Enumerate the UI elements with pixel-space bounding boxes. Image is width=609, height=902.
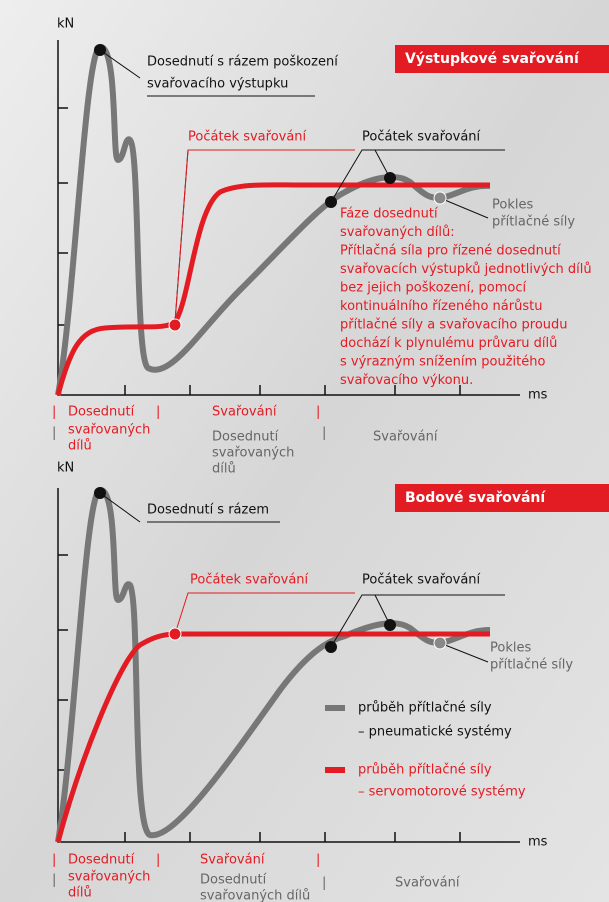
phase: svařovaných [212,446,294,461]
dot [168,318,182,332]
label: Počátek svařování [362,573,481,588]
description-line: Přítlačná síla pro řízené dosednutí [340,244,561,259]
label: přítlačné síly [490,658,573,673]
dot [384,619,396,631]
label: Pokles [492,198,533,213]
banner-text: Bodové svařování [405,490,546,506]
sep: | [322,426,326,441]
leaders [99,492,505,663]
sep: | [52,873,56,888]
legend-text: – servomotorové systémy [358,785,526,800]
sep: | [316,405,320,420]
dot [433,191,447,205]
phase: Dosednutí [68,405,135,420]
description-line: svařovacích výstupků jednotlivých dílů [340,262,592,277]
phase: svařovaných [68,423,150,438]
description-line: přítlačné síly a svařovacího proudu [340,318,568,333]
legend-text: – pneumatické systémy [358,725,512,740]
phase: Dosednutí [200,873,267,888]
legend-text: průběh přítlačné síly [358,763,492,778]
phase: Svařování [373,430,438,445]
phase: Dosednutí [212,430,279,445]
phase: svařovaných [68,870,150,885]
banner [395,484,609,512]
label: Pokles [490,641,531,656]
axis-x: ms [528,835,548,850]
curve-red [55,631,490,843]
phase: svařovaných dílů [200,889,310,902]
phase: dílů [68,439,92,454]
legend-text: průběh přítlačné síly [358,701,492,716]
description-line: kontinuálního řízeného nárůstu [340,299,542,314]
phase: Svařování [395,876,460,891]
axis-y: kN [57,17,74,32]
dot [325,196,337,208]
description: Fáze dosednutí svařovaných dílů: Přítlačná… [340,207,592,389]
phase: Dosednutí [68,853,135,868]
banner [395,45,609,73]
sep: | [52,405,56,420]
sep: | [322,876,326,891]
phase: Svařování [212,405,277,420]
curve-red [55,182,490,396]
description-line: s výrazným snížením použitého [340,355,545,370]
phase: dílů [68,886,92,901]
sep: | [316,853,320,868]
description-line: Fáze dosednutí [340,207,438,222]
sep: | [52,853,56,868]
label: přítlačné síly [492,215,575,230]
phase: Svařování [200,853,265,868]
description-line: bez jejich poškození, pomocí [340,281,526,296]
description-line: svařovaných dílů: [340,225,455,240]
label: svařovacího výstupku [147,77,288,92]
sep: | [156,405,160,420]
ticks [58,107,461,395]
dot [384,172,396,184]
dot [325,641,337,653]
label: Počátek svařování [362,130,481,145]
dot [168,627,182,641]
sep: | [52,426,56,441]
axis-y: kN [57,461,74,476]
top-panel: Výstupkové svařování kN ms Dosednutí s r… [52,17,609,477]
dot [94,487,106,499]
label: Počátek svařování [188,130,307,145]
sep: | [156,853,160,868]
axis-x: ms [528,388,548,403]
description-line: svařovacího výkonu. [340,373,473,388]
bottom-panel: Bodové svařování kN ms Dosednutí s rázem… [52,461,609,902]
phase: dílů [212,462,236,477]
label: Dosednutí s rázem poškození [147,55,338,70]
banner-text: Výstupkové svařování [405,51,580,67]
dot [94,44,106,56]
ticks [58,554,461,842]
dot [433,636,447,650]
leader-red [174,592,355,635]
label: Počátek svařování [190,573,309,588]
label: Dosednutí s rázem [147,503,269,518]
description-line: dochází k plynulému průvaru dílů [340,336,557,351]
leader-red [174,149,355,323]
